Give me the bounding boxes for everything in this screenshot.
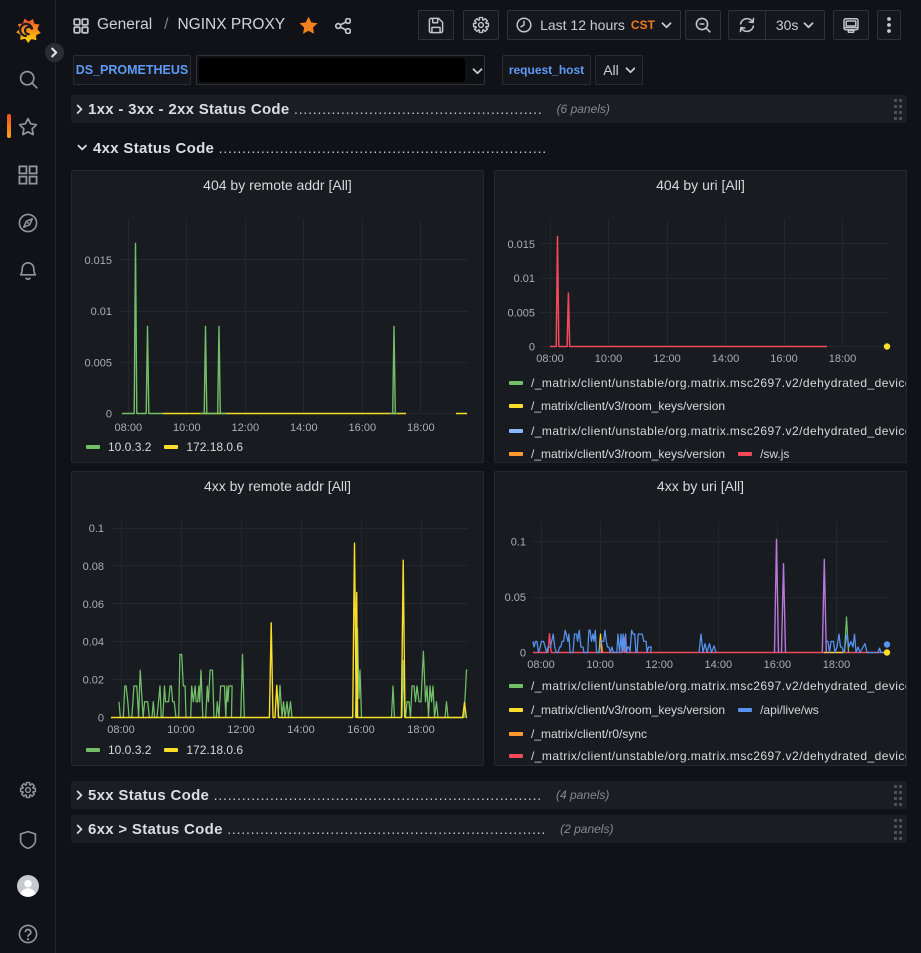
svg-text:10:00: 10:00 [173, 422, 201, 434]
svg-text:0: 0 [529, 342, 535, 354]
svg-text:0: 0 [520, 648, 526, 660]
svg-text:0.01: 0.01 [91, 306, 112, 318]
svg-text:14:00: 14:00 [712, 353, 740, 365]
svg-text:12:00: 12:00 [645, 659, 673, 671]
svg-text:08:00: 08:00 [115, 422, 143, 434]
svg-text:0.05: 0.05 [505, 592, 526, 604]
svg-text:0.08: 0.08 [83, 561, 104, 573]
svg-text:0.04: 0.04 [83, 637, 104, 649]
svg-text:0.1: 0.1 [89, 523, 104, 535]
svg-text:0.06: 0.06 [83, 599, 104, 611]
svg-text:18:00: 18:00 [823, 659, 851, 671]
svg-text:0.005: 0.005 [84, 357, 112, 369]
svg-text:16:00: 16:00 [764, 659, 792, 671]
svg-text:0.015: 0.015 [84, 255, 112, 267]
svg-text:16:00: 16:00 [349, 422, 377, 434]
svg-text:0.005: 0.005 [507, 307, 535, 319]
svg-text:16:00: 16:00 [347, 724, 375, 736]
svg-text:08:00: 08:00 [536, 353, 564, 365]
svg-text:10:00: 10:00 [595, 353, 623, 365]
svg-text:18:00: 18:00 [407, 422, 435, 434]
svg-text:0.015: 0.015 [507, 239, 535, 251]
svg-text:0.01: 0.01 [514, 273, 535, 285]
svg-text:14:00: 14:00 [290, 422, 318, 434]
svg-text:18:00: 18:00 [829, 353, 857, 365]
svg-text:16:00: 16:00 [770, 353, 798, 365]
svg-text:0.02: 0.02 [83, 675, 104, 687]
svg-text:08:00: 08:00 [527, 659, 555, 671]
svg-text:12:00: 12:00 [653, 353, 681, 365]
svg-text:10:00: 10:00 [586, 659, 614, 671]
svg-text:0: 0 [98, 713, 104, 725]
svg-text:14:00: 14:00 [287, 724, 315, 736]
svg-text:08:00: 08:00 [107, 724, 135, 736]
svg-text:12:00: 12:00 [232, 422, 260, 434]
svg-text:14:00: 14:00 [705, 659, 733, 671]
svg-text:18:00: 18:00 [407, 724, 435, 736]
svg-text:12:00: 12:00 [227, 724, 255, 736]
svg-text:10:00: 10:00 [167, 724, 195, 736]
svg-text:0.1: 0.1 [511, 537, 526, 549]
svg-text:0: 0 [106, 409, 112, 421]
